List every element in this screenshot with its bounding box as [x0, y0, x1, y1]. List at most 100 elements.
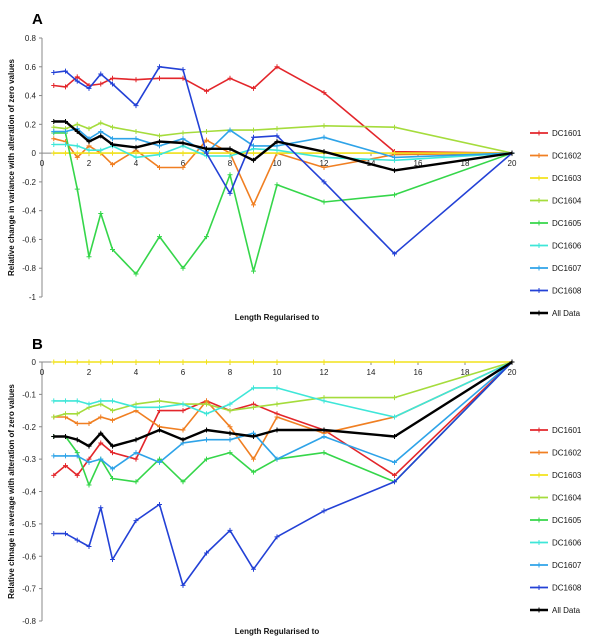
- legend-marker-dc1604: [536, 495, 542, 500]
- series-line-dc1608: [53, 361, 513, 587]
- legend-label-dc1606: DC1606: [552, 242, 582, 251]
- legend-marker-dc1605: [536, 517, 542, 523]
- legend-label-dc1604: DC1604: [552, 197, 582, 206]
- series-all-data: [51, 118, 515, 173]
- data-point-dc1604: [204, 129, 209, 135]
- data-point-dc1604: [251, 127, 256, 133]
- legend-label-dc1605: DC1605: [552, 516, 582, 525]
- data-point-dc1603: [204, 359, 209, 365]
- data-point-dc1606: [86, 401, 92, 407]
- data-point-dc1604: [98, 120, 104, 126]
- data-point-dc1601: [251, 85, 256, 91]
- data-point-dc1608: [392, 251, 397, 257]
- data-point-dc1603: [133, 150, 139, 156]
- data-point-all-data: [227, 146, 233, 152]
- legend-marker-dc1607: [536, 562, 542, 568]
- data-point-dc1603: [63, 150, 68, 156]
- legend-label-dc1607: DC1607: [552, 561, 582, 570]
- data-point-dc1604: [392, 124, 397, 130]
- data-point-dc1604: [180, 130, 186, 136]
- x-tick-label: 16: [414, 368, 423, 377]
- data-point-dc1602: [180, 165, 186, 170]
- legend-label-dc1602: DC1602: [552, 449, 582, 458]
- data-point-dc1605: [110, 247, 115, 253]
- series-line-dc1606: [53, 143, 513, 162]
- data-point-dc1601: [51, 472, 57, 478]
- data-point-dc1607: [321, 433, 327, 439]
- y-tick-label: -0.3: [22, 455, 36, 464]
- data-point-dc1606: [251, 385, 256, 391]
- legend-label-all-data: All Data: [552, 606, 581, 615]
- x-tick-label: 0: [40, 368, 45, 377]
- legend-marker-dc1606: [536, 540, 542, 545]
- data-point-dc1601: [63, 84, 68, 90]
- data-point-all-data: [74, 129, 80, 135]
- data-point-all-data: [86, 443, 92, 449]
- series-dc1608: [51, 64, 515, 257]
- data-point-dc1602: [51, 136, 57, 142]
- series-line-dc1608: [53, 66, 513, 255]
- legend-marker-dc1602: [536, 153, 542, 158]
- data-point-all-data: [110, 141, 115, 147]
- data-point-dc1603: [392, 150, 397, 156]
- data-point-dc1605: [133, 271, 139, 277]
- data-point-dc1602: [110, 162, 115, 168]
- data-point-dc1606: [321, 398, 327, 404]
- data-point-dc1601: [274, 64, 280, 70]
- data-point-dc1608: [110, 556, 115, 562]
- data-point-dc1604: [274, 126, 280, 132]
- data-point-dc1606: [392, 414, 397, 420]
- data-point-dc1602: [98, 414, 104, 420]
- data-point-dc1602: [321, 165, 327, 170]
- data-point-dc1606: [204, 411, 209, 417]
- data-point-dc1601: [98, 440, 104, 446]
- data-point-dc1604: [63, 411, 68, 417]
- data-point-dc1608: [51, 70, 57, 76]
- data-point-all-data: [110, 443, 115, 449]
- data-point-dc1607: [157, 143, 162, 149]
- x-tick-label: 0: [40, 159, 45, 168]
- data-point-dc1608: [157, 501, 162, 507]
- data-point-dc1605: [110, 476, 115, 482]
- data-point-all-data: [74, 437, 80, 443]
- y-tick-label: 0.2: [25, 120, 37, 129]
- data-point-dc1607: [133, 136, 139, 142]
- data-point-dc1605: [180, 479, 186, 485]
- data-point-dc1606: [63, 398, 68, 404]
- data-point-dc1604: [227, 408, 233, 414]
- x-tick-label: 16: [414, 159, 423, 168]
- y-tick-label: -0.4: [22, 488, 36, 497]
- series-line-dc1605: [53, 361, 513, 486]
- x-tick-label: 12: [320, 368, 329, 377]
- y-tick-label: -0.5: [22, 520, 36, 529]
- data-point-dc1608: [74, 78, 80, 84]
- data-point-dc1604: [110, 124, 115, 130]
- data-point-dc1605: [133, 479, 139, 485]
- data-point-dc1608: [98, 71, 104, 77]
- data-point-dc1605: [321, 450, 327, 456]
- x-tick-label: 10: [273, 368, 282, 377]
- data-point-dc1606: [98, 398, 104, 404]
- data-point-dc1606: [133, 154, 139, 160]
- x-tick-label: 6: [181, 368, 186, 377]
- series-dc1606: [51, 359, 515, 420]
- series-line-all-data: [53, 360, 513, 448]
- legend-marker-all-data: [536, 310, 542, 316]
- y-tick-label: -0.7: [22, 585, 36, 594]
- data-point-dc1602: [274, 414, 280, 420]
- x-tick-label: 4: [134, 368, 139, 377]
- data-point-all-data: [98, 430, 104, 436]
- panel-letter-a: A: [32, 11, 43, 28]
- x-tick-label: 8: [228, 368, 233, 377]
- data-point-dc1608: [227, 190, 233, 196]
- data-point-all-data: [51, 433, 57, 439]
- data-point-dc1601: [110, 75, 115, 81]
- y-tick-label: -1: [29, 293, 37, 302]
- data-point-dc1607: [227, 437, 233, 443]
- data-point-dc1605: [74, 186, 80, 192]
- data-point-dc1608: [251, 134, 256, 140]
- data-point-dc1605: [98, 211, 104, 217]
- series-line-all-data: [53, 120, 513, 172]
- y-tick-label: 0.8: [25, 34, 37, 43]
- data-point-all-data: [509, 359, 515, 365]
